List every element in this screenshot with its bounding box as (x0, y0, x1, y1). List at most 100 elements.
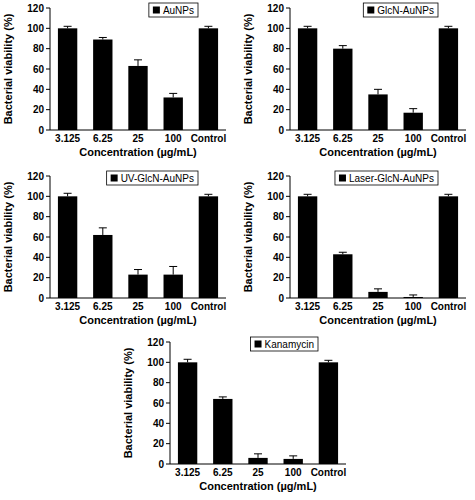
x-tick-label: 6.25 (93, 133, 113, 144)
y-tick (166, 362, 170, 363)
legend: AuNPs (149, 3, 198, 17)
plot-area (58, 28, 218, 130)
legend-swatch (111, 175, 118, 182)
legend-box (149, 3, 198, 17)
y-tick (166, 423, 170, 424)
y-tick-label: 20 (153, 438, 165, 449)
y-tick (286, 237, 290, 238)
y-axis (170, 342, 171, 464)
y-tick-label: 20 (33, 104, 45, 115)
bar (333, 49, 352, 130)
y-tick-label: 80 (153, 377, 165, 388)
bar (368, 292, 387, 298)
error-bar (339, 252, 347, 254)
y-tick-label: 80 (33, 43, 45, 54)
legend-box (335, 171, 438, 185)
error-bar (204, 26, 212, 28)
y-tick-label: 0 (38, 293, 44, 304)
y-tick-label: 120 (27, 3, 44, 14)
y-tick (286, 8, 290, 9)
x-tick-label: Control (431, 301, 467, 312)
error-bar (99, 37, 107, 39)
y-tick (46, 130, 50, 131)
y-tick (286, 69, 290, 70)
y-tick-label: 60 (273, 64, 285, 75)
y-tick-label: 40 (273, 252, 285, 263)
y-tick-label: 0 (38, 125, 44, 136)
y-tick-label: 100 (267, 23, 284, 34)
x-tick-label: 100 (405, 301, 422, 312)
y-tick-label: 0 (278, 125, 284, 136)
x-tick-label: 25 (132, 301, 144, 312)
bar (248, 458, 267, 464)
y-tick (286, 216, 290, 217)
bar (178, 362, 197, 464)
error-bar (409, 109, 417, 113)
y-tick-label: 0 (158, 459, 164, 470)
y-tick (46, 277, 50, 278)
bar (58, 28, 77, 130)
y-axis-title: Bacterial viability (%) (242, 13, 254, 124)
y-axis-title: Bacterial viability (%) (2, 181, 14, 292)
y-tick-label: 80 (33, 211, 45, 222)
panel: 0204060801001203.1256.2525100ControlConc… (2, 171, 226, 327)
plot-area (178, 362, 338, 464)
y-tick-label: 60 (33, 64, 45, 75)
x-tick-label: 25 (372, 133, 384, 144)
x-axis-title: Concentration (µg/mL) (319, 146, 437, 158)
error-bar (254, 454, 262, 458)
y-tick (286, 130, 290, 131)
bar (298, 196, 317, 298)
y-tick-label: 0 (278, 293, 284, 304)
y-tick (166, 443, 170, 444)
y-tick (46, 257, 50, 258)
error-bar (134, 60, 142, 66)
y-tick-label: 100 (147, 357, 164, 368)
y-tick-label: 40 (33, 252, 45, 263)
y-tick-label: 100 (27, 23, 44, 34)
legend-label: Laser-GlcN-AuNPs (349, 173, 434, 184)
legend-swatch (367, 7, 374, 14)
y-tick (286, 298, 290, 299)
legend-label: AuNPs (163, 5, 194, 16)
legend: GlcN-AuNPs (363, 3, 438, 17)
x-tick-label: 25 (132, 133, 144, 144)
x-axis (290, 298, 466, 299)
bar (58, 196, 77, 298)
bar (439, 28, 458, 130)
y-tick-label: 40 (153, 418, 165, 429)
legend-box (251, 337, 318, 351)
y-tick (286, 277, 290, 278)
x-axis-title: Concentration (µg/mL) (199, 480, 317, 492)
y-axis-title: Bacterial viability (%) (2, 13, 14, 124)
bar (93, 235, 112, 298)
legend-swatch (153, 7, 160, 14)
y-tick (46, 196, 50, 197)
y-tick (46, 237, 50, 238)
error-bar (409, 295, 417, 297)
bar (128, 66, 147, 130)
bar (284, 459, 303, 464)
error-bar (324, 360, 332, 362)
bar (333, 254, 352, 298)
y-tick (46, 28, 50, 29)
error-bar (169, 266, 177, 274)
x-tick-label: 6.25 (213, 467, 233, 478)
error-bar (374, 89, 382, 94)
plot-area (298, 28, 458, 130)
error-bar (169, 93, 177, 97)
bar (404, 113, 423, 130)
bar (164, 97, 183, 130)
panel: 0204060801001203.1256.2525100ControlConc… (242, 171, 466, 327)
bar (439, 196, 458, 298)
x-tick-label: 100 (165, 301, 182, 312)
x-tick-label: 100 (285, 467, 302, 478)
plot-area (298, 196, 458, 298)
error-bar (99, 228, 107, 235)
y-tick (286, 28, 290, 29)
x-tick-label: 6.25 (333, 301, 353, 312)
y-tick-label: 120 (267, 171, 284, 182)
x-tick-label: 6.25 (333, 133, 353, 144)
y-tick-label: 100 (267, 191, 284, 202)
panel: 0204060801001203.1256.2525100ControlConc… (2, 3, 226, 159)
